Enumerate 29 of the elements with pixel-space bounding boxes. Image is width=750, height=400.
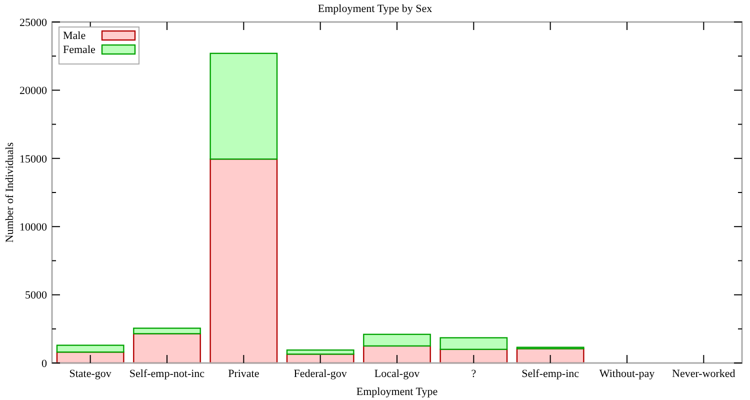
legend-label: Male [63, 30, 86, 42]
y-tick-label: 10000 [20, 221, 48, 234]
x-tick-label: Private [228, 368, 260, 380]
legend-label: Female [63, 44, 96, 56]
y-tick-label: 25000 [20, 16, 48, 29]
bar [133, 333, 201, 364]
x-tick-label: Self-emp-not-inc [129, 368, 205, 380]
bar [286, 349, 354, 355]
y-tick-label: 20000 [20, 85, 48, 98]
bar [363, 345, 431, 364]
bar [210, 158, 278, 364]
x-tick-label: Self-emp-inc [522, 368, 580, 380]
bar [210, 52, 278, 160]
bar [440, 337, 508, 350]
bar [56, 344, 124, 353]
x-tick-label: Never-worked [672, 368, 736, 380]
y-tick-label: 15000 [20, 153, 48, 166]
y-tick-label: 0 [42, 358, 48, 370]
x-tick-label: ? [471, 368, 476, 380]
x-tick-label: Local-gov [374, 368, 420, 380]
bar [363, 334, 431, 347]
chart-title: Employment Type by Sex [318, 3, 433, 15]
y-axis-title: Number of Individuals [4, 142, 16, 243]
x-tick-label: State-gov [69, 368, 112, 380]
x-tick-label: Without-pay [599, 368, 656, 380]
y-tick-label: 5000 [25, 290, 48, 302]
bar [133, 328, 201, 334]
x-tick-label: Federal-gov [294, 368, 348, 380]
x-axis-title: Employment Type [356, 386, 438, 398]
